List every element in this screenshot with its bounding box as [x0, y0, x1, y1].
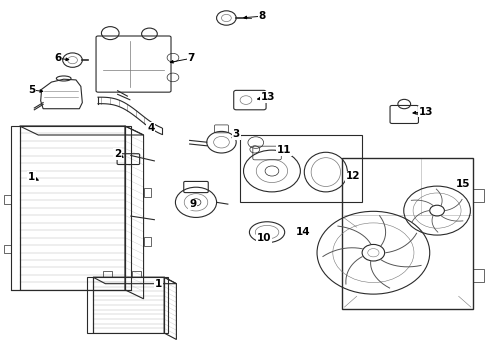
- Bar: [342, 158, 473, 309]
- Bar: [4, 244, 11, 253]
- Text: 14: 14: [295, 227, 310, 237]
- Text: 8: 8: [259, 11, 266, 21]
- Text: 1: 1: [28, 172, 35, 182]
- Bar: [144, 237, 151, 246]
- Text: 6: 6: [54, 53, 61, 63]
- Bar: [240, 135, 362, 202]
- Text: 5: 5: [28, 85, 35, 95]
- Bar: [164, 277, 168, 333]
- Text: 11: 11: [277, 145, 292, 156]
- Bar: [132, 271, 141, 277]
- Text: 15: 15: [456, 179, 471, 189]
- Bar: [144, 188, 151, 197]
- Text: 12: 12: [345, 171, 360, 181]
- Text: 9: 9: [189, 199, 196, 210]
- Text: 1: 1: [155, 279, 162, 289]
- Bar: [473, 189, 484, 202]
- Bar: [473, 269, 484, 282]
- Bar: [11, 126, 20, 290]
- Text: 7: 7: [187, 53, 195, 63]
- Bar: [103, 271, 112, 277]
- Text: 10: 10: [256, 233, 271, 243]
- Bar: [4, 195, 11, 204]
- Text: 13: 13: [419, 107, 434, 117]
- Text: 3: 3: [233, 129, 240, 139]
- Text: 4: 4: [147, 123, 155, 133]
- Text: 13: 13: [261, 92, 276, 102]
- Text: 2: 2: [114, 149, 121, 159]
- Bar: [87, 277, 93, 333]
- Bar: [125, 126, 131, 290]
